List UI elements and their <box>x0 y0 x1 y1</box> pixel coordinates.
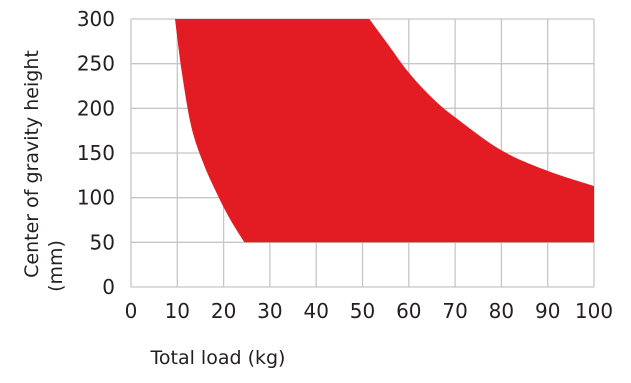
y-tick-label: 50 <box>90 230 115 254</box>
x-tick-label: 80 <box>489 299 514 323</box>
x-tick-label: 100 <box>575 299 613 323</box>
x-tick-label: 60 <box>396 299 421 323</box>
x-tick-label: 0 <box>125 299 138 323</box>
y-axis-title-line-1: Center of gravity height <box>21 50 43 278</box>
safe-load-region <box>175 19 594 243</box>
y-tick-label: 300 <box>77 7 115 31</box>
x-tick-labels: 0 10 20 30 40 50 60 70 80 90 100 <box>125 299 613 323</box>
x-tick-label: 50 <box>350 299 375 323</box>
x-tick-label: 20 <box>211 299 236 323</box>
y-tick-label: 100 <box>77 186 115 210</box>
y-tick-label: 200 <box>77 96 115 120</box>
y-tick-label: 0 <box>102 275 115 299</box>
y-tick-label: 150 <box>77 141 115 165</box>
x-tick-label: 90 <box>535 299 560 323</box>
x-tick-label: 40 <box>303 299 328 323</box>
x-tick-label: 30 <box>257 299 282 323</box>
x-tick-label: 10 <box>165 299 190 323</box>
y-tick-label: 250 <box>77 52 115 76</box>
y-axis-title-line-2: (mm) <box>45 240 67 292</box>
x-tick-label: 70 <box>442 299 467 323</box>
y-tick-labels: 0 50 100 150 200 250 300 <box>77 7 115 299</box>
x-axis-title: Total load (kg) <box>150 347 286 369</box>
